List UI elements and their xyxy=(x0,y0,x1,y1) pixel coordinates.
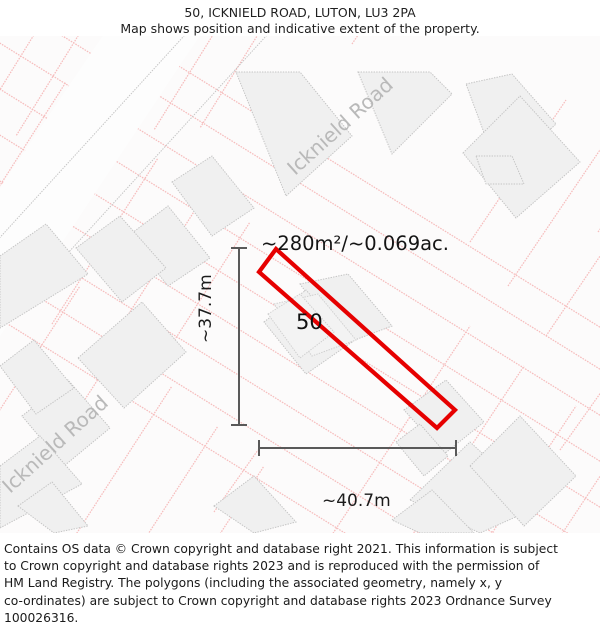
footer-line: to Crown copyright and database rights 2… xyxy=(4,559,540,574)
dimension-lines xyxy=(231,247,457,456)
building-footprints xyxy=(0,71,581,533)
map-vector-layer: Icknield Road Icknield Road xyxy=(0,36,600,533)
parcel-frontage-ticks xyxy=(213,36,600,513)
height-dimension-label: ~37.7m xyxy=(196,274,216,343)
plot-number-label: 50 xyxy=(296,310,323,334)
width-dimension-label: ~40.7m xyxy=(322,491,391,511)
footer-line: Contains OS data © Crown copyright and d… xyxy=(4,542,558,556)
footer-line: co-ordinates) are subject to Crown copyr… xyxy=(4,593,552,608)
copyright-footer: Contains OS data © Crown copyright and d… xyxy=(0,537,600,627)
page-subtitle: Map shows position and indicative extent… xyxy=(120,21,480,36)
area-label: ~280m²/~0.069ac. xyxy=(261,232,449,255)
property-boundary-highlight[interactable] xyxy=(256,245,459,431)
title-block: 50, ICKNIELD ROAD, LUTON, LU3 2PA Map sh… xyxy=(0,0,600,37)
footer-line: 100026316. xyxy=(4,610,79,625)
page-title: 50, ICKNIELD ROAD, LUTON, LU3 2PA xyxy=(184,5,416,20)
map-canvas[interactable]: Icknield Road Icknield Road ~280m²/~0.06… xyxy=(0,36,600,533)
footer-line: HM Land Registry. The polygons (includin… xyxy=(4,576,503,591)
